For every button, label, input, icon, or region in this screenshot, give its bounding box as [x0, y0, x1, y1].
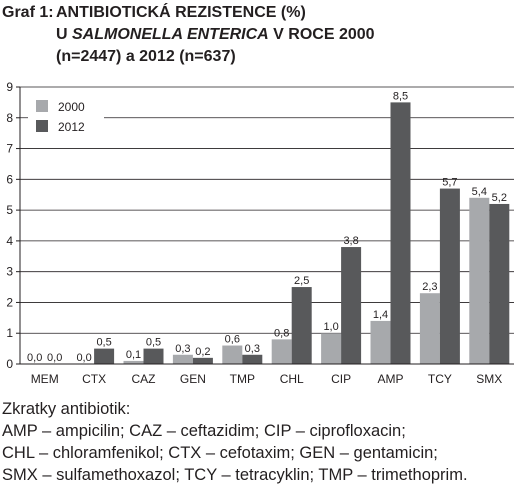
data-label: 0,0 [27, 352, 42, 364]
legend-label: 2000 [58, 100, 85, 114]
data-label: 2,3 [422, 281, 437, 293]
bar-2000-amp [370, 320, 391, 364]
notes-line-1: AMP – ampicilin; CAZ – ceftazidim; CIP –… [2, 422, 406, 440]
notes-line-3: SMX – sulfamethoxazol; TCY – tetracyklin… [2, 466, 468, 484]
y-tick-label: 3 [6, 265, 13, 279]
y-tick-label: 4 [6, 234, 13, 248]
bar-2012-smx [489, 203, 510, 364]
data-label: 0,3 [245, 343, 260, 355]
data-label: 5,2 [492, 192, 507, 204]
x-tick-label: TCY [428, 372, 452, 386]
legend-swatch-2012 [36, 120, 48, 132]
y-tick-label: 0 [6, 357, 13, 371]
bar-2012-tcy [439, 188, 460, 364]
x-tick-label: CHL [280, 372, 304, 386]
data-label: 0,0 [47, 352, 62, 364]
data-label: 8,5 [393, 90, 408, 102]
y-tick-label: 1 [6, 326, 13, 340]
x-tick-label: SMX [476, 372, 502, 386]
data-label: 0,1 [126, 349, 141, 361]
y-tick-label: 9 [6, 80, 13, 94]
bar-2000-tmp [222, 345, 243, 364]
x-tick-label: CTX [82, 372, 106, 386]
legend: 2000 2012 [28, 92, 104, 142]
y-tick-label: 6 [6, 172, 13, 186]
abbreviation-notes: Zkratky antibiotik: AMP – ampicilin; CAZ… [2, 398, 468, 486]
bar-chart: 0,0 0,0 MEM 0,0 0,5 CTX 0,1 0,5 CAZ 0,3 0,2 GEN 0,6 0… [6, 80, 514, 386]
data-label: 0,6 [225, 334, 240, 346]
title-line-1: ANTIBIOTICKÁ REZISTENCE (%) [56, 4, 306, 21]
data-label: 1,0 [323, 321, 338, 333]
legend-swatch-2000 [36, 100, 48, 112]
x-tick-label: GEN [180, 372, 206, 386]
x-tick-label: AMP [377, 372, 403, 386]
bar-2012-tmp [242, 354, 263, 364]
bar-2000-smx [469, 197, 490, 364]
data-label: 0,0 [76, 352, 91, 364]
x-tick-label: TMP [230, 372, 255, 386]
y-tick-label: 8 [6, 111, 13, 125]
bar-2012-cip [341, 247, 362, 364]
data-label: 3,8 [343, 235, 358, 247]
data-label: 0,8 [274, 327, 289, 339]
y-tick-label: 2 [6, 295, 13, 309]
data-label: 5,7 [442, 177, 457, 189]
bar-2012-ctx [94, 348, 115, 364]
notes-heading: Zkratky antibiotik: [2, 400, 131, 418]
x-tick-label: CAZ [132, 372, 156, 386]
title-line-2-start: U [56, 26, 72, 43]
data-label: 2,5 [294, 275, 309, 287]
bar-2012-chl [291, 287, 312, 364]
bar-2000-cip [321, 333, 342, 364]
bar-2012-amp [390, 102, 411, 364]
data-label: 1,4 [373, 309, 388, 321]
bar-2012-caz [143, 348, 164, 364]
notes-line-2: CHL – chloramfenikol; CTX – cefotaxim; G… [2, 444, 438, 462]
bar-2012-gen [192, 357, 213, 364]
y-tick-label: 7 [6, 142, 13, 156]
bar-2000-tcy [419, 293, 440, 364]
x-tick-label: MEM [31, 372, 59, 386]
bar-2000-chl [271, 339, 292, 364]
title-line-2-end: V ROCE 2000 [268, 26, 375, 43]
data-label: 0,5 [146, 337, 161, 349]
y-tick-label: 5 [6, 203, 13, 217]
title-organism: SALMONELLA ENTERICA [72, 26, 269, 43]
title-line-3: (n=2447) a 2012 (n=637) [56, 48, 236, 65]
bar-2000-caz [123, 360, 144, 364]
chart-title: Graf 1: ANTIBIOTICKÁ REZISTENCE (%) U SAL… [2, 2, 375, 68]
x-tick-label: CIP [331, 372, 351, 386]
data-label: 5,4 [472, 186, 487, 198]
legend-label: 2012 [58, 120, 85, 134]
bar-2000-gen [172, 354, 193, 364]
data-label: 0,2 [195, 346, 210, 358]
data-label: 0,3 [175, 343, 190, 355]
data-label: 0,5 [96, 337, 111, 349]
title-prefix: Graf 1: [2, 4, 54, 21]
